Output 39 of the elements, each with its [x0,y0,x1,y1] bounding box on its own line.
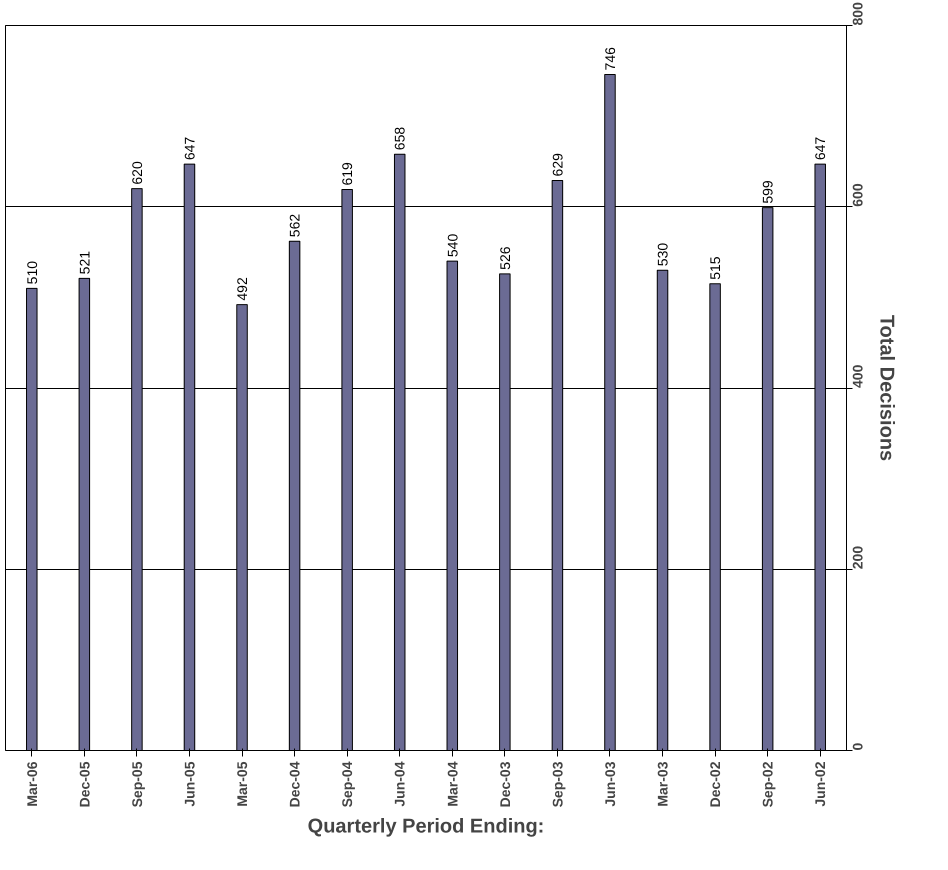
x-tick-label: Jun-04 [392,761,408,807]
x-tick-label: Sep-03 [549,761,566,808]
x-tick-label: Sep-04 [339,761,356,808]
data-label: 599 [760,180,776,204]
data-label: 521 [76,250,92,274]
data-label: 510 [24,260,40,284]
data-label: 562 [286,214,303,238]
y-tick-label: 400 [850,364,866,388]
x-tick-label: Jun-03 [602,761,618,807]
data-label: 619 [339,162,356,186]
y-tick-label: 0 [850,742,866,750]
data-label: 647 [181,136,198,160]
y-axis-title: Total Decisions [876,314,898,462]
x-tick-label: Dec-03 [496,761,513,808]
x-tick-label: Jun-02 [812,761,828,807]
data-label: 629 [549,152,566,176]
x-tick-label: Dec-02 [707,761,724,808]
y-tick-label: 600 [850,183,866,207]
x-tick-label: Dec-05 [76,761,92,808]
data-label: 620 [128,161,145,185]
x-tick-label: Mar-03 [654,761,671,807]
data-label: 492 [234,277,250,301]
data-label: 526 [496,246,513,270]
data-label: 515 [707,256,724,280]
data-label: 540 [444,234,460,258]
y-tick-label: 200 [850,546,866,570]
data-label: 746 [602,46,618,70]
x-tick-label: Sep-05 [128,761,145,808]
data-label: 647 [812,136,828,160]
x-tick-label: Sep-02 [760,761,776,808]
x-tick-label: Jun-05 [181,761,198,807]
x-tick-label: Mar-05 [234,761,250,807]
x-tick-label: Mar-04 [444,761,460,807]
data-label: 530 [654,242,671,266]
data-label: 658 [392,126,408,150]
y-tick-label: 800 [850,2,866,26]
x-tick-label: Dec-04 [286,761,303,808]
x-tick-label: Mar-06 [24,761,40,807]
x-axis-title: Quarterly Period Ending: [308,815,544,838]
